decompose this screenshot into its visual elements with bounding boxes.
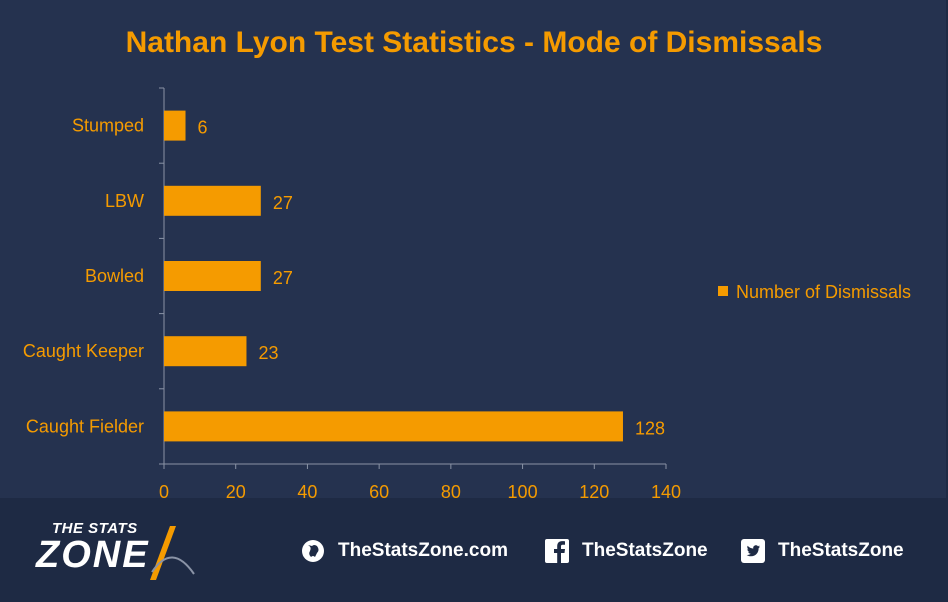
chart-title: Nathan Lyon Test Statistics - Mode of Di…	[126, 26, 823, 59]
bar-lbw	[164, 185, 261, 216]
facebook-icon	[545, 539, 569, 563]
facebook-text: TheStatsZone	[582, 540, 708, 561]
legend-swatch	[718, 286, 728, 296]
logo-text-bottom: ZONE	[36, 534, 150, 576]
bar-chart: Nathan Lyon Test Statistics - Mode of Di…	[23, 26, 911, 498]
x-tick-label: 60	[369, 482, 389, 498]
legend-label: Number of Dismissals	[736, 282, 911, 302]
x-tick-label: 120	[579, 482, 609, 498]
x-tick-label: 140	[651, 482, 681, 498]
bar-stumped	[164, 110, 186, 141]
x-tick-label: 80	[441, 482, 461, 498]
x-tick-label: 100	[508, 482, 538, 498]
globe-icon	[302, 540, 324, 562]
website-text: TheStatsZone.com	[338, 540, 508, 561]
website-link[interactable]: TheStatsZone.com	[300, 536, 508, 566]
x-tick-label: 0	[159, 482, 169, 498]
y-tick-label: Stumped	[72, 116, 144, 136]
twitter-text: TheStatsZone	[778, 540, 904, 561]
legend: Number of Dismissals	[718, 282, 911, 302]
chart-panel: Nathan Lyon Test Statistics - Mode of Di…	[0, 0, 946, 498]
bar-caught-fielder	[164, 411, 623, 442]
data-label: 27	[273, 268, 293, 288]
footer	[0, 498, 948, 602]
twitter-link[interactable]: TheStatsZone	[740, 536, 904, 566]
logo-text-top: THE STATS	[52, 520, 138, 537]
y-tick-label: Caught Fielder	[26, 416, 144, 436]
x-tick-label: 20	[226, 482, 246, 498]
bar-caught-keeper	[164, 336, 247, 367]
facebook-link[interactable]: TheStatsZone	[544, 536, 708, 566]
stats-zone-logo: THE STATS ZONE	[36, 520, 206, 582]
y-tick-label: Caught Keeper	[23, 341, 144, 361]
y-tick-label: Bowled	[85, 266, 144, 286]
plot-area: 0 20 40 60 80 100 120 140 Stumped 6 LBW 27 Bowled 27 C…	[23, 87, 681, 498]
bar-bowled	[164, 261, 261, 291]
data-label: 27	[273, 193, 293, 213]
y-tick-label: LBW	[105, 191, 144, 211]
data-label: 23	[258, 343, 278, 363]
x-tick-label: 40	[297, 482, 317, 498]
logo-mark	[150, 526, 195, 580]
data-label: 128	[635, 418, 665, 438]
data-label: 6	[198, 118, 208, 138]
twitter-icon	[741, 539, 765, 563]
